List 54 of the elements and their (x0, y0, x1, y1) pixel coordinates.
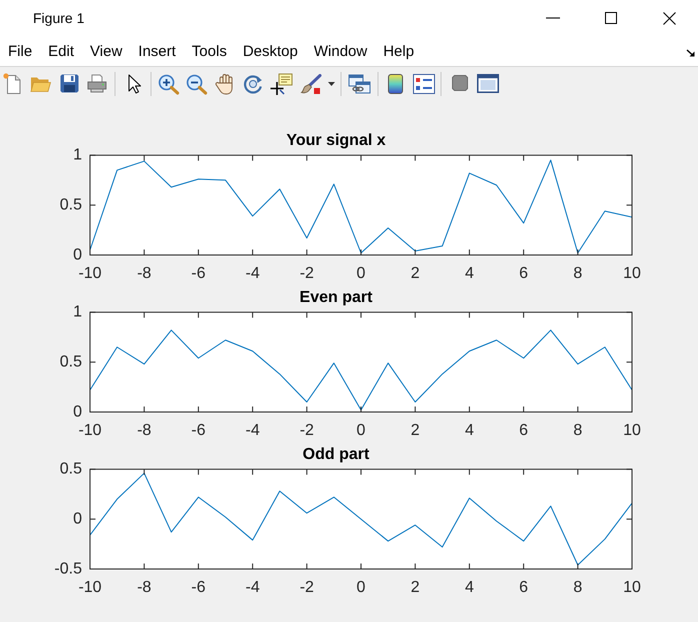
x-tick-label: 4 (464, 579, 474, 596)
x-tick-label: 2 (410, 265, 420, 282)
x-tick-label: 0 (356, 265, 366, 282)
x-tick-label: 0 (356, 579, 366, 596)
x-tick-label: -8 (137, 579, 152, 596)
text: Window (312, 43, 368, 61)
x-tick-label: 10 (623, 422, 641, 440)
chart-title: Odd part (302, 446, 370, 464)
y-tick-label: 0 (73, 403, 82, 420)
x-tick-label: 6 (519, 422, 528, 440)
x-tick-label: -2 (300, 265, 314, 282)
y-tick-label: 0.5 (60, 460, 82, 478)
y-tick-label: 0 (73, 510, 82, 528)
y-tick-label: 1 (73, 146, 82, 164)
x-tick-label: 2 (410, 579, 420, 596)
x-tick-label: -10 (78, 265, 102, 282)
x-tick-label: -2 (300, 422, 314, 440)
y-tick-label: 0.5 (60, 196, 82, 214)
x-tick-label: -6 (191, 265, 206, 282)
text: Insert (137, 43, 177, 61)
x-tick-label: -4 (245, 265, 260, 282)
x-tick-label: -8 (137, 265, 152, 282)
x-tick-label: 8 (573, 422, 582, 440)
x-tick-label: 8 (573, 265, 582, 282)
text: Tools (190, 43, 228, 61)
y-tick-label: 1 (73, 304, 82, 321)
x-tick-label: 10 (623, 265, 641, 282)
x-tick-label: 8 (573, 579, 582, 596)
x-tick-label: 6 (519, 265, 528, 282)
x-tick-label: -10 (78, 422, 102, 440)
x-tick-label: 4 (464, 422, 474, 440)
x-tick-label: -10 (78, 579, 102, 596)
text: View (89, 43, 124, 61)
x-tick-label: 0 (356, 422, 366, 440)
y-tick-label: -0.5 (54, 560, 82, 578)
x-tick-label: 10 (623, 579, 641, 596)
chart-title: Your signal x (286, 132, 386, 150)
x-tick-label: -6 (191, 579, 206, 596)
y-tick-label: 0 (73, 246, 82, 264)
text: Edit (47, 43, 76, 61)
text: File (7, 43, 34, 61)
x-tick-label: 4 (464, 265, 474, 282)
chart-title: Even part (300, 289, 374, 306)
x-tick-label: -4 (245, 579, 260, 596)
caption: Figure 1 (33, 10, 84, 27)
x-tick-label: -2 (300, 579, 314, 596)
x-tick-label: 2 (410, 422, 420, 440)
x-tick-label: -8 (137, 422, 152, 440)
x-tick-label: 6 (519, 579, 528, 596)
text: Help (382, 43, 416, 61)
y-tick-label: 0.5 (60, 354, 82, 371)
text: Desktop (242, 43, 299, 61)
x-tick-label: -4 (245, 422, 260, 440)
x-tick-label: -6 (191, 422, 206, 440)
